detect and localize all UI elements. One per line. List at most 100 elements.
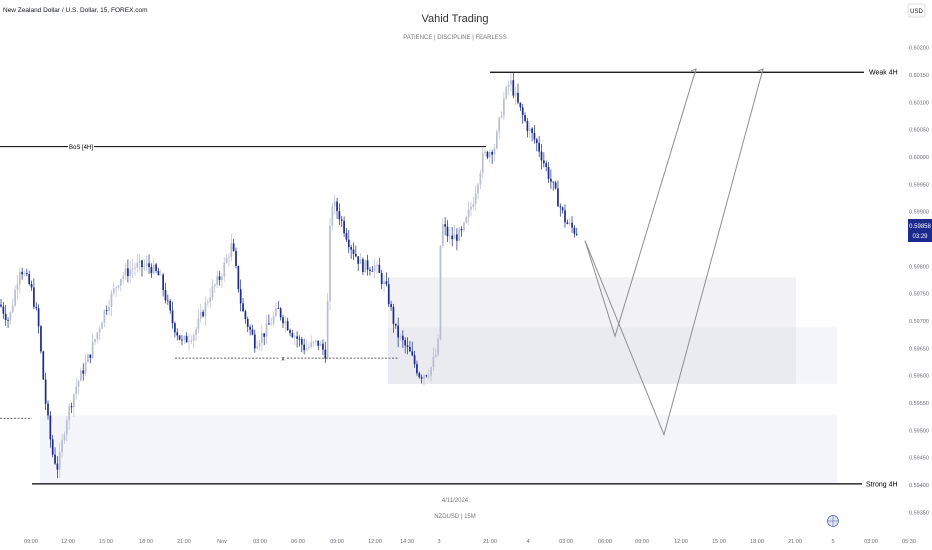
time-axis[interactable]: 09:00 12:00 15:00 18:00 21:00 Nov 03:00 06:00 09… bbox=[24, 539, 916, 545]
candle bbox=[510, 72, 512, 92]
candle bbox=[183, 335, 186, 344]
price-tick-label: 0.60200 bbox=[909, 46, 929, 52]
projection-paths bbox=[584, 68, 764, 437]
price-candles bbox=[0, 72, 578, 479]
candle bbox=[540, 144, 543, 170]
candle bbox=[167, 294, 169, 305]
candle bbox=[275, 302, 277, 318]
candle bbox=[359, 252, 362, 264]
price-tick-label: 0.60100 bbox=[909, 100, 929, 106]
candle bbox=[23, 270, 26, 276]
candle bbox=[552, 181, 555, 191]
candle bbox=[331, 203, 334, 230]
candle bbox=[406, 337, 409, 355]
candle bbox=[547, 162, 550, 183]
liquidity-label-bg bbox=[279, 354, 287, 363]
currency-button[interactable] bbox=[907, 3, 926, 18]
candle bbox=[326, 293, 329, 360]
candle bbox=[496, 129, 498, 150]
candle bbox=[87, 352, 89, 363]
candle bbox=[16, 275, 19, 300]
candle bbox=[131, 259, 134, 279]
candle bbox=[477, 182, 479, 200]
candle bbox=[148, 254, 150, 275]
time-tick-label: 03:00 bbox=[559, 539, 573, 545]
candle bbox=[317, 340, 320, 351]
candle bbox=[204, 296, 207, 326]
candle bbox=[124, 263, 127, 280]
candle bbox=[451, 227, 454, 247]
candle bbox=[312, 340, 315, 347]
candle bbox=[423, 374, 425, 386]
candle bbox=[564, 204, 566, 228]
candle bbox=[392, 303, 395, 333]
candle bbox=[543, 152, 545, 168]
candle bbox=[2, 302, 5, 319]
candle bbox=[409, 341, 411, 352]
candle bbox=[249, 324, 251, 336]
candle bbox=[174, 321, 176, 338]
candle bbox=[33, 278, 35, 310]
time-tick-label: 21:00 bbox=[483, 539, 497, 545]
candle bbox=[232, 238, 235, 252]
candle bbox=[272, 312, 275, 327]
candle bbox=[315, 339, 317, 346]
time-tick-label: Nov bbox=[217, 539, 227, 545]
candle bbox=[256, 340, 258, 350]
candle bbox=[521, 104, 524, 124]
time-tick-label: 06:00 bbox=[598, 539, 612, 545]
candle bbox=[376, 261, 378, 275]
zone-overlap bbox=[388, 327, 796, 384]
price-tick-label: 0.59600 bbox=[909, 374, 929, 380]
price-tick-label: 0.59500 bbox=[909, 428, 929, 434]
time-tick-label: 5 bbox=[831, 539, 834, 545]
price-tick-label: 0.59400 bbox=[909, 483, 929, 489]
candle bbox=[430, 366, 432, 382]
weak-4h-label: Weak 4H bbox=[869, 70, 898, 77]
candle bbox=[427, 369, 430, 380]
candle bbox=[289, 328, 291, 337]
candle bbox=[265, 314, 268, 345]
candle bbox=[169, 299, 172, 314]
price-tick-label: 0.60050 bbox=[909, 128, 929, 134]
current-price-tag: 0.59858 03:29 bbox=[908, 219, 932, 242]
price-tick-label: 0.59700 bbox=[909, 319, 929, 325]
candle bbox=[181, 335, 183, 346]
candle bbox=[61, 434, 63, 458]
candle bbox=[507, 80, 510, 95]
candle bbox=[68, 403, 70, 430]
candle bbox=[559, 203, 562, 217]
price-tick-label: 0.59800 bbox=[909, 264, 929, 270]
candle bbox=[456, 228, 458, 251]
candle bbox=[293, 333, 296, 346]
candle bbox=[340, 216, 343, 228]
candle bbox=[251, 324, 254, 336]
candle bbox=[235, 247, 237, 269]
price-axis[interactable]: 0.60200 0.60150 0.60100 0.60050 0.60000 0.599… bbox=[909, 46, 929, 517]
candle bbox=[460, 226, 463, 237]
candle bbox=[122, 271, 125, 285]
candle bbox=[185, 332, 188, 343]
current-price-value: 0.59858 bbox=[909, 224, 931, 230]
candle bbox=[385, 272, 388, 287]
candle bbox=[49, 411, 52, 448]
projection-path bbox=[584, 68, 697, 338]
candle bbox=[263, 333, 266, 346]
candle bbox=[399, 333, 402, 341]
candle bbox=[209, 288, 211, 309]
candle bbox=[413, 350, 416, 368]
candle bbox=[108, 299, 110, 316]
candle bbox=[65, 416, 68, 442]
candle bbox=[37, 304, 40, 334]
candle bbox=[112, 281, 115, 296]
time-tick-label: 15:00 bbox=[712, 539, 726, 545]
time-tick-label: 03:00 bbox=[253, 539, 267, 545]
candle bbox=[538, 136, 540, 157]
candle bbox=[155, 262, 157, 273]
candle bbox=[491, 149, 493, 164]
candle bbox=[493, 144, 496, 162]
candle bbox=[115, 286, 117, 297]
candle bbox=[94, 338, 96, 345]
candle bbox=[571, 216, 573, 233]
